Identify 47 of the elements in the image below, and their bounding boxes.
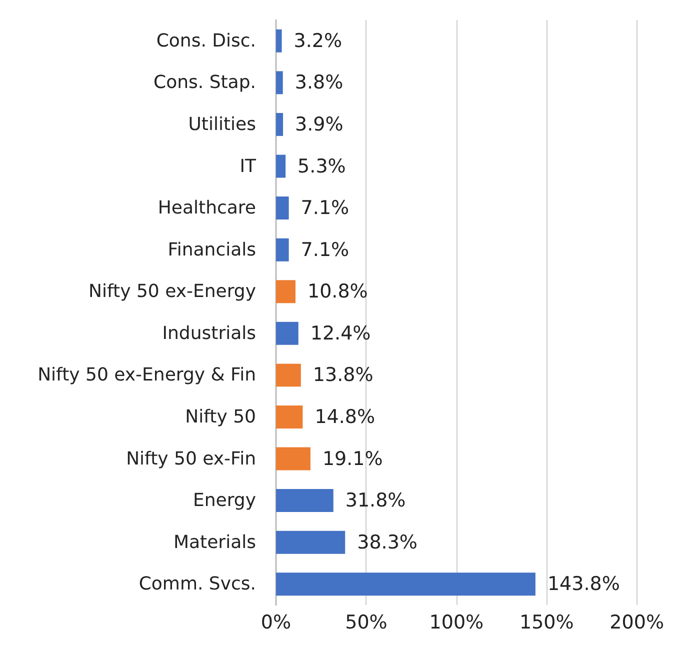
data-label: 13.8% xyxy=(312,364,374,386)
y-tick-label: Nifty 50 ex-Fin xyxy=(126,448,256,470)
data-label: 31.8% xyxy=(345,490,406,512)
data-label: 7.1% xyxy=(300,238,350,261)
bar xyxy=(276,322,298,345)
x-tick-label: 200% xyxy=(610,612,664,634)
bar xyxy=(276,154,286,178)
x-tick-label: 0% xyxy=(260,612,292,634)
bar xyxy=(276,196,289,220)
y-tick-label: IT xyxy=(240,156,257,177)
bar xyxy=(276,238,289,262)
y-tick-label: Energy xyxy=(192,490,256,512)
data-label: 10.8% xyxy=(307,280,368,303)
y-tick-label: Cons. Disc. xyxy=(156,30,256,52)
data-label: 143.8% xyxy=(547,573,620,596)
bar xyxy=(276,572,536,596)
bar xyxy=(276,71,283,94)
data-label: 14.8% xyxy=(314,406,376,428)
data-label: 5.3% xyxy=(298,155,346,178)
y-tick-label: Cons. Stap. xyxy=(154,72,256,94)
y-tick-label: Financials xyxy=(168,239,256,260)
data-label: 19.1% xyxy=(322,448,383,470)
y-tick-label: Comm. Svcs. xyxy=(138,574,256,595)
x-tick-label: 50% xyxy=(345,612,388,634)
bar xyxy=(276,530,346,554)
bar xyxy=(276,405,303,428)
y-tick-label: Nifty 50 ex-Energy & Fin xyxy=(38,364,256,386)
bar xyxy=(276,447,310,470)
bar xyxy=(276,364,301,387)
data-label: 38.3% xyxy=(357,531,418,554)
y-tick-label: Industrials xyxy=(162,322,256,344)
y-tick-label: Healthcare xyxy=(158,198,256,219)
bar xyxy=(276,489,334,512)
y-tick-label: Nifty 50 ex-Energy xyxy=(88,281,256,302)
data-label: 12.4% xyxy=(310,322,371,344)
x-tick-label: 150% xyxy=(519,612,574,634)
data-label: 3.9% xyxy=(295,113,344,136)
data-label: 7.1% xyxy=(300,197,350,220)
bar xyxy=(276,112,284,136)
data-label: 3.2% xyxy=(294,30,342,52)
y-tick-label: Utilities xyxy=(188,114,256,135)
bar xyxy=(276,29,282,52)
bar xyxy=(276,280,296,304)
data-label: 3.8% xyxy=(294,72,344,94)
y-tick-label: Materials xyxy=(173,532,256,553)
x-tick-label: 100% xyxy=(429,612,484,634)
y-tick-label: Nifty 50 xyxy=(185,406,256,428)
